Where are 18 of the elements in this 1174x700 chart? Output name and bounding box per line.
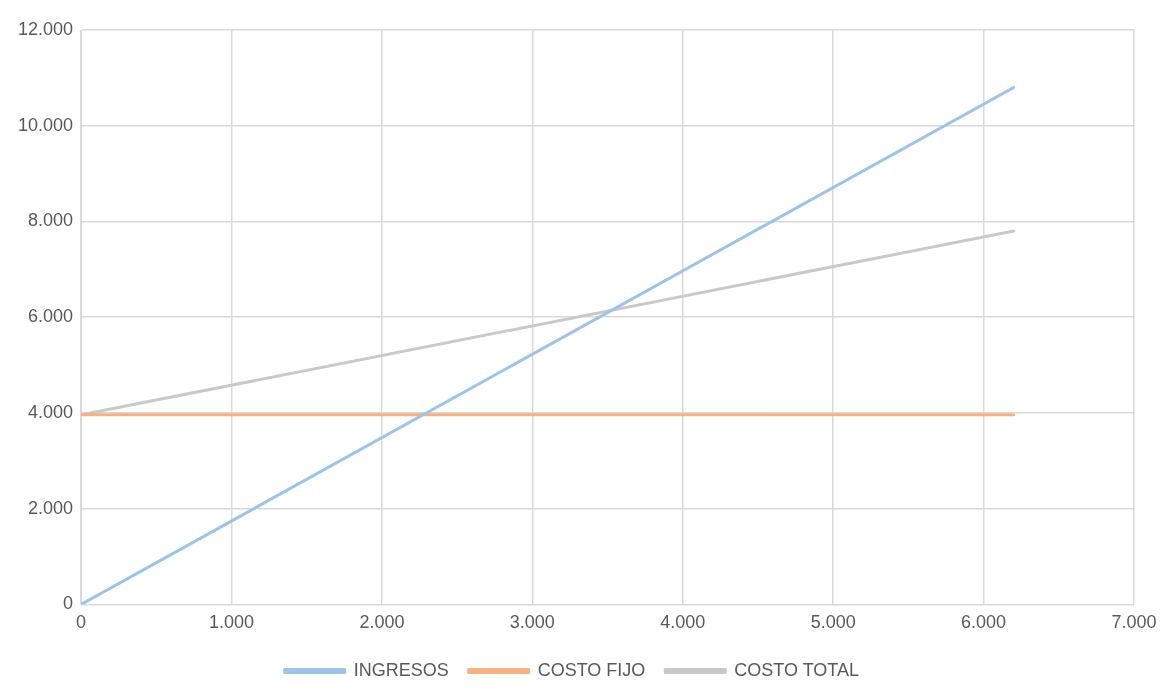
y-tick-label: 12.000 — [17, 18, 74, 39]
x-tick-label: 6.000 — [961, 612, 1007, 633]
legend-label: COSTO TOTAL — [734, 659, 860, 680]
y-tick-label: 6.000 — [28, 306, 74, 327]
legend-label: COSTO FIJO — [537, 659, 646, 680]
y-tick-label: 4.000 — [28, 401, 74, 422]
y-tick-label: 10.000 — [17, 114, 74, 135]
x-tick-label: 0 — [76, 612, 87, 633]
x-tick-label: 7.000 — [1111, 612, 1157, 633]
y-tick-label: 2.000 — [28, 497, 74, 518]
x-tick-label: 2.000 — [359, 612, 405, 633]
y-tick-label: 0 — [63, 593, 74, 614]
x-tick-label: 5.000 — [810, 612, 856, 633]
legend-label: INGRESOS — [353, 659, 449, 680]
x-tick-label: 4.000 — [660, 612, 706, 633]
x-tick-label: 1.000 — [208, 612, 254, 633]
y-tick-label: 8.000 — [28, 210, 74, 231]
x-tick-label: 3.000 — [509, 612, 555, 633]
